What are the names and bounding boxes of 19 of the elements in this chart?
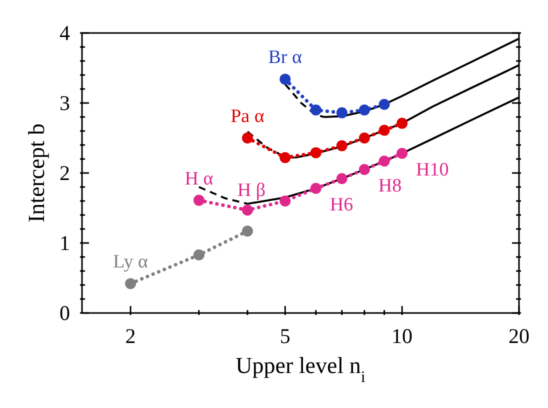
series-label: Ly α (113, 252, 148, 273)
annotation: H10 (416, 159, 449, 180)
y-tick-label: 2 (60, 161, 70, 185)
x-tick-label: 2 (125, 324, 136, 348)
y-tick-label: 3 (60, 91, 70, 115)
series-label: H α (184, 168, 214, 190)
annotation: H8 (378, 176, 402, 196)
annotation: H6 (330, 194, 354, 216)
y-tick-label: 4 (60, 21, 70, 45)
y-tick-label: 0 (60, 301, 70, 325)
series-label: Pa α (230, 106, 264, 127)
x-tick-label: 20 (508, 324, 530, 348)
series-label: Br α (268, 47, 302, 68)
x-tick-label: 10 (392, 324, 413, 348)
annotation: H β (237, 180, 266, 202)
x-tick-label: 5 (280, 324, 290, 348)
y-axis-title: Intercept b (24, 124, 49, 222)
x-axis-title: Upper level n$_{i}$ (236, 353, 366, 386)
y-tick-label: 1 (60, 231, 70, 255)
